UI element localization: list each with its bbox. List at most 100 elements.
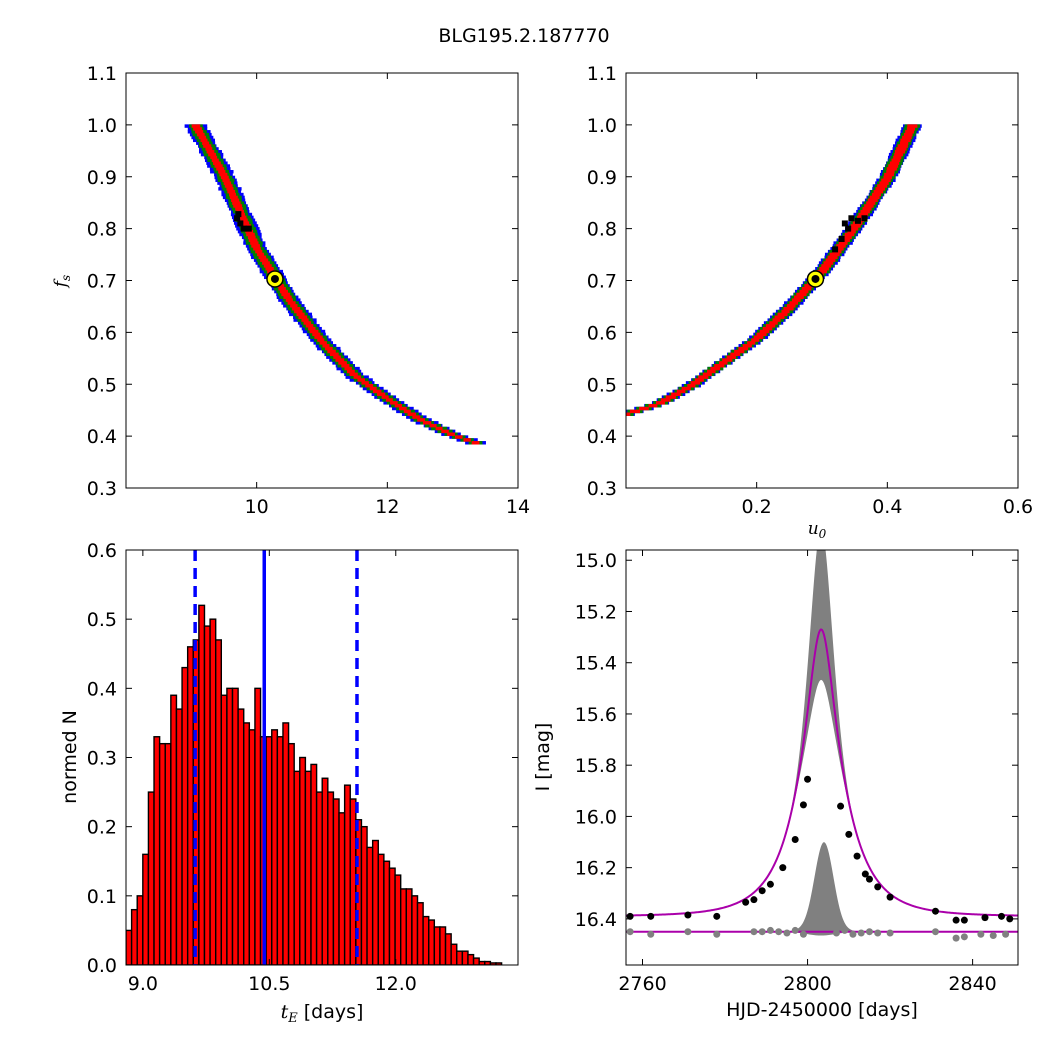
density-cell xyxy=(283,295,292,299)
y-tick-label: 0.6 xyxy=(87,540,117,562)
data-point xyxy=(886,893,894,901)
histogram-bar xyxy=(130,908,138,965)
density-cell xyxy=(681,386,691,391)
density-cell xyxy=(676,389,686,394)
density-cell xyxy=(858,212,869,217)
data-point xyxy=(804,775,812,783)
density-cell xyxy=(206,150,215,154)
residual-point xyxy=(684,928,692,936)
density-cell xyxy=(702,372,712,377)
y-tick-label: 15.0 xyxy=(575,550,617,572)
density-cell xyxy=(883,175,892,180)
density-cell xyxy=(847,229,856,234)
plot-area xyxy=(184,124,486,445)
histogram-bar xyxy=(444,933,452,965)
density-cell xyxy=(783,306,794,311)
histogram-bar xyxy=(433,926,441,965)
density-cell xyxy=(341,364,350,368)
density-cell xyxy=(260,258,269,262)
plot-area xyxy=(626,124,922,416)
density-cell xyxy=(799,289,809,294)
x-tick-label: 2760 xyxy=(618,973,666,995)
density-cell xyxy=(335,358,345,362)
sigma3-region xyxy=(184,124,486,445)
density-cell xyxy=(233,204,243,208)
density-cell xyxy=(849,227,859,231)
histogram-bar xyxy=(164,742,172,965)
sigma1-region xyxy=(626,124,918,416)
residual-point xyxy=(791,926,799,934)
data-point xyxy=(742,898,750,906)
residual-point xyxy=(799,930,807,938)
sample-point xyxy=(861,215,868,222)
density-cell xyxy=(226,187,234,191)
histogram-bar xyxy=(360,825,368,965)
density-cell xyxy=(309,329,319,334)
data-point xyxy=(981,914,989,922)
histogram-bar xyxy=(282,722,290,965)
density-cell xyxy=(772,318,781,322)
density-cell xyxy=(290,304,298,308)
x-tick-label: 0.4 xyxy=(872,496,902,518)
density-cell xyxy=(403,409,411,414)
density-cell xyxy=(900,138,911,143)
density-cell xyxy=(412,415,421,419)
histogram-bar xyxy=(428,919,436,965)
y-tick-label: 0.9 xyxy=(87,167,117,189)
density-cell xyxy=(687,383,696,388)
density-cell xyxy=(276,284,285,288)
histogram-bar xyxy=(371,839,379,965)
best-fit-center xyxy=(270,274,279,283)
density-cell xyxy=(251,244,260,248)
density-cell xyxy=(257,252,265,257)
histogram-bar xyxy=(377,853,385,965)
residual-point xyxy=(1002,930,1010,938)
x-tick-label: 0.6 xyxy=(1003,496,1033,518)
data-point xyxy=(684,911,692,919)
density-cell xyxy=(842,235,852,240)
density-cell xyxy=(886,170,895,174)
density-cell xyxy=(734,349,745,354)
sample-points xyxy=(234,211,252,232)
sample-point xyxy=(832,246,839,253)
density-cell xyxy=(441,429,449,434)
density-cell xyxy=(241,221,250,225)
density-cell xyxy=(422,421,432,425)
y-tick-label: 0.5 xyxy=(87,374,117,396)
density-cell xyxy=(626,412,631,416)
density-cell xyxy=(827,255,838,260)
density-cell xyxy=(862,207,872,211)
density-cell xyxy=(200,138,208,143)
density-cell xyxy=(447,432,455,436)
histogram-bar xyxy=(209,618,217,965)
density-cell xyxy=(710,366,721,371)
data-point xyxy=(750,896,758,904)
data-point xyxy=(791,835,799,843)
plot-area xyxy=(626,550,1018,942)
axes-frame xyxy=(625,549,1019,966)
data-point xyxy=(960,916,968,924)
density-cell xyxy=(245,229,254,234)
y-tick-label: 1.0 xyxy=(587,115,617,137)
x-axis-label-u0: u0 xyxy=(808,519,827,541)
histogram-bar xyxy=(203,625,211,965)
panel-te-histogram: 9.0 10.5 12.0 0.0 0.1 0.2 0.3 0.4 0.5 0.6 xyxy=(87,540,519,995)
residual-point xyxy=(865,928,873,936)
residual-point xyxy=(832,929,840,937)
density-cell xyxy=(322,344,330,348)
x-axis-label-te: tE [days] xyxy=(281,1001,364,1026)
density-cell xyxy=(869,195,880,200)
y-tick-label: 15.2 xyxy=(575,601,617,623)
x-tick-label: 10.5 xyxy=(248,973,290,995)
density-cell xyxy=(796,292,807,297)
histogram-bar xyxy=(181,666,189,965)
density-cell xyxy=(329,352,339,357)
density-cell xyxy=(879,181,889,185)
sigma3-region xyxy=(626,124,922,416)
density-cell xyxy=(213,161,221,165)
panel-u0-vs-fs: 0.2 0.4 0.6 0.3 0.4 0.5 0.6 0.7 0.8 0.9 1.0 1.1 xyxy=(587,63,1033,518)
density-cell xyxy=(907,124,918,128)
density-cell xyxy=(372,389,382,394)
density-cell xyxy=(303,321,312,325)
sample-point xyxy=(838,236,845,242)
